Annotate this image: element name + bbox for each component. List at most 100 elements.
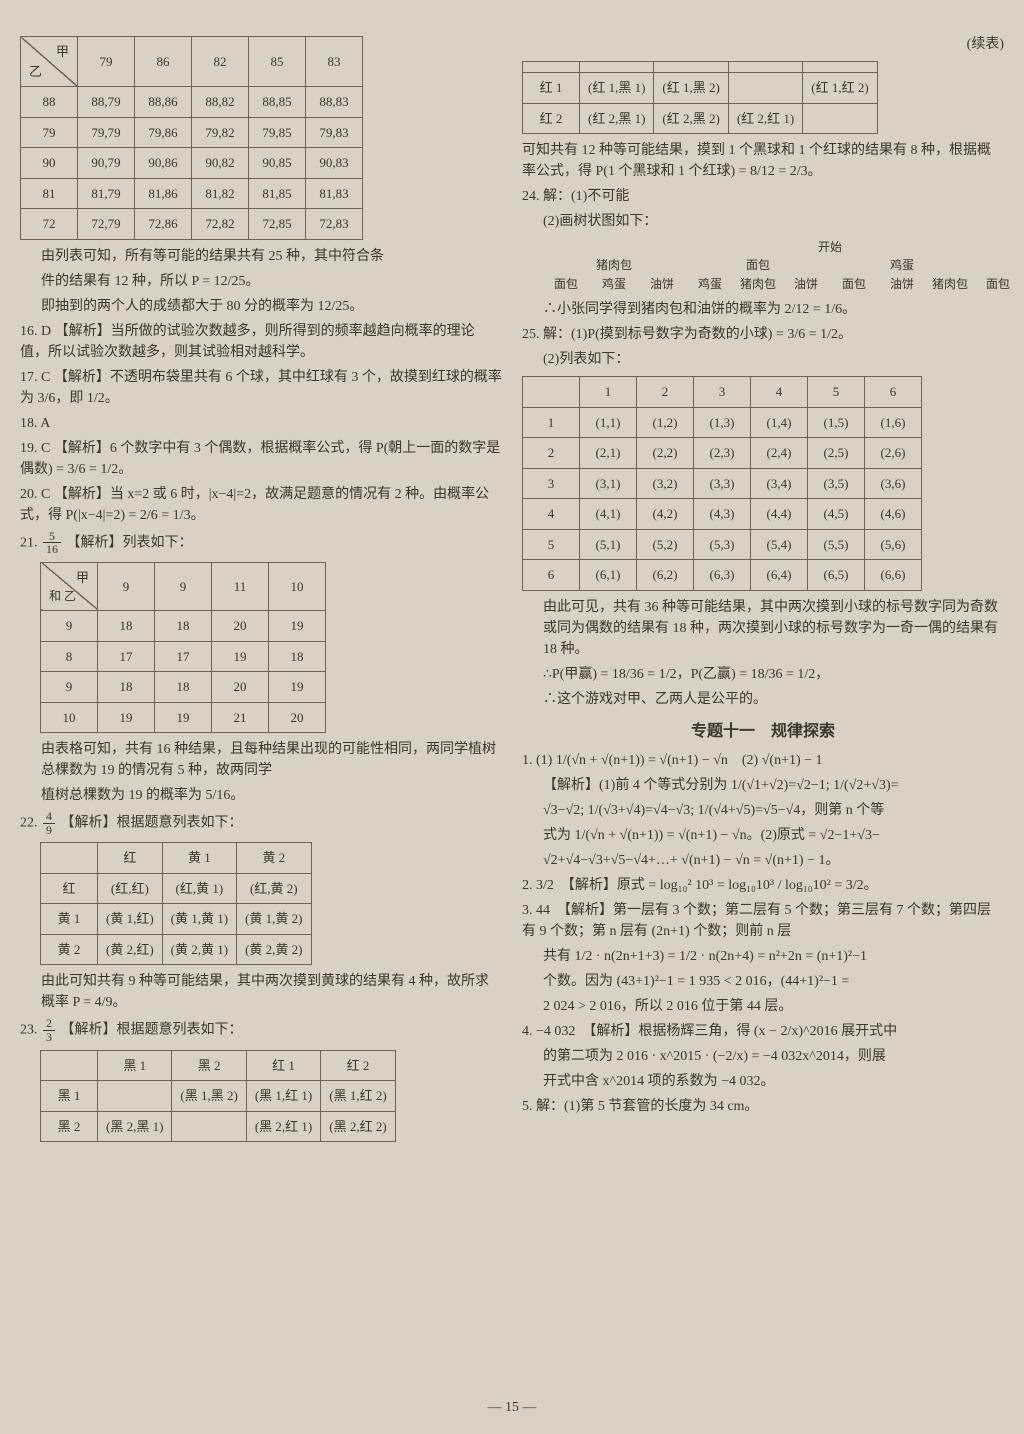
- row-head: 81: [21, 178, 78, 209]
- t11-q4c: 开式中含 x^2014 项的系数为 −4 032。: [522, 1071, 1004, 1092]
- diag-cell: 甲 和 乙: [41, 562, 98, 611]
- q-label: 【解析】根据题意列表如下：: [61, 816, 243, 831]
- cell: (黑 2,红 1): [246, 1111, 320, 1142]
- q-num: 16.: [20, 324, 38, 339]
- q-text: 解：(1)不可能: [543, 189, 629, 204]
- col-head: 4: [751, 377, 808, 408]
- table-cont: 红 1(红 1,黑 1)(红 1,黑 2)(红 1,红 2) 红 2(红 2,黑…: [522, 61, 878, 134]
- t11-q1b: 【解析】(1)前 4 个等式分别为 1/(√1+√2)=√2−1; 1/(√2+…: [522, 775, 1004, 796]
- topic-title: 专题十一 规律探索: [522, 720, 1004, 744]
- diag-bottom: 乙: [29, 62, 42, 82]
- q20: 20. C 【解析】当 x=2 或 6 时，|x−4|=2，故满足题意的情况有 …: [20, 484, 502, 526]
- q24-b: (2)画树状图如下：: [522, 211, 1004, 232]
- col-head: 黑 1: [98, 1050, 172, 1081]
- cell: 72,86: [135, 209, 192, 240]
- cell: (红 1,黑 1): [580, 73, 654, 104]
- t11-q1d: 式为 1/(√n + √(n+1)) = √(n+1) − √n。(2)原式 =…: [522, 825, 1004, 846]
- t11-q3d: 2 024 > 2 016，所以 2 016 位于第 44 层。: [522, 996, 1004, 1017]
- caption: 由此可知共有 9 种等可能结果，其中两次摸到黄球的结果有 4 种，故所求概率 P…: [20, 971, 502, 1013]
- diag-cell: 甲 乙: [21, 37, 78, 87]
- cell: (1,1): [580, 407, 637, 438]
- cell: (4,1): [580, 499, 637, 530]
- col-head: 2: [637, 377, 694, 408]
- tree-diagram: 开始 猪肉包 面包 鸡蛋 油饼 面包 鸡蛋 油饼 鸡蛋 猪肉包 油饼 面包 油饼…: [542, 238, 1024, 293]
- cell: 17: [98, 641, 155, 672]
- cell: (6,3): [694, 560, 751, 591]
- col-head: 红: [98, 843, 163, 874]
- cell: 18: [155, 672, 212, 703]
- cell: 90,86: [135, 148, 192, 179]
- q-num: 22.: [20, 816, 38, 831]
- cell: (3,4): [751, 468, 808, 499]
- cell: (4,4): [751, 499, 808, 530]
- q24-a: 24. 解：(1)不可能: [522, 186, 1004, 207]
- col-head: 5: [808, 377, 865, 408]
- cell: 88,83: [306, 87, 363, 118]
- col-head: 85: [249, 37, 306, 87]
- cell: (2,4): [751, 438, 808, 469]
- q-ans: D: [41, 324, 51, 339]
- cell: [98, 1081, 172, 1112]
- caption: 由列表可知，所有等可能的结果共有 25 种，其中符合条: [20, 246, 502, 267]
- cell: (红 1,黑 2): [654, 73, 728, 104]
- cell: 90,85: [249, 148, 306, 179]
- cell: [728, 73, 802, 104]
- cell: 79,83: [306, 117, 363, 148]
- cell: (2,1): [580, 438, 637, 469]
- row-head: 1: [523, 407, 580, 438]
- page: 甲 乙 79 86 82 85 83 8888,7988,8688,8288,8…: [0, 0, 1024, 1188]
- q-text: 【解析】6 个数字中有 3 个偶数，根据概率公式，得 P(朝上一面的数字是偶数)…: [20, 441, 500, 477]
- table-q23: 黑 1 黑 2 红 1 红 2 黑 1(黑 1,黑 2)(黑 1,红 1)(黑 …: [40, 1050, 396, 1143]
- col-head: [41, 843, 98, 874]
- col-head: [41, 1050, 98, 1081]
- q-text: 【解析】当所做的试验次数越多，则所得到的频率越趋向概率的理论值，所以试验次数越多…: [20, 324, 475, 360]
- cell: 20: [269, 702, 326, 733]
- q-num: 17.: [20, 370, 38, 385]
- cell: (6,4): [751, 560, 808, 591]
- row-head: 88: [21, 87, 78, 118]
- row-head: 79: [21, 117, 78, 148]
- row-head: 5: [523, 529, 580, 560]
- tree-node: 猪肉包: [542, 256, 686, 274]
- q-num: 25.: [522, 327, 540, 342]
- row-head: 72: [21, 209, 78, 240]
- cell: (1,5): [808, 407, 865, 438]
- tree-root: 开始: [542, 238, 1024, 256]
- q-num: 20.: [20, 487, 38, 502]
- cell: 81,82: [192, 178, 249, 209]
- t11-q5a: 5. 解：(1)第 5 节套管的长度为 34 cm。: [522, 1096, 1004, 1117]
- table-q21: 甲 和 乙 9 9 11 10 918182019 817171918 9181…: [40, 562, 326, 734]
- cell: [172, 1111, 246, 1142]
- cell: (4,3): [694, 499, 751, 530]
- cell: (黑 1,黑 2): [172, 1081, 246, 1112]
- row-head: 9: [41, 672, 98, 703]
- cell: (4,2): [637, 499, 694, 530]
- cell: 18: [269, 641, 326, 672]
- row-head: [523, 62, 580, 73]
- cell: (黄 1,黄 1): [162, 904, 236, 935]
- cell: 81,86: [135, 178, 192, 209]
- t11-q4b: 的第二项为 2 016 · x^2015 · (−2/x) = −4 032x^…: [522, 1046, 1004, 1067]
- cell: 81,85: [249, 178, 306, 209]
- q19: 19. C 【解析】6 个数字中有 3 个偶数，根据概率公式，得 P(朝上一面的…: [20, 438, 502, 480]
- cell: 90,83: [306, 148, 363, 179]
- row-head: 6: [523, 560, 580, 591]
- q-ans: C: [41, 370, 50, 385]
- cell: (3,2): [637, 468, 694, 499]
- cell: (2,3): [694, 438, 751, 469]
- cell: (5,3): [694, 529, 751, 560]
- cell: (1,6): [865, 407, 922, 438]
- cell: (3,6): [865, 468, 922, 499]
- tree-leaf: 猪肉包: [926, 275, 974, 293]
- tree-node: 鸡蛋: [830, 256, 974, 274]
- q-ans: A: [40, 416, 50, 431]
- cell: (3,5): [808, 468, 865, 499]
- cell: 19: [269, 611, 326, 642]
- q-num: 19.: [20, 441, 38, 456]
- q-label: 【解析】列表如下：: [67, 535, 193, 550]
- cell: 81,83: [306, 178, 363, 209]
- caption: 即抽到的两个人的成绩都大于 80 分的概率为 12/25。: [20, 296, 502, 317]
- cell: 72,85: [249, 209, 306, 240]
- col-head: 黄 2: [237, 843, 311, 874]
- cell: (黄 1,红): [98, 904, 163, 935]
